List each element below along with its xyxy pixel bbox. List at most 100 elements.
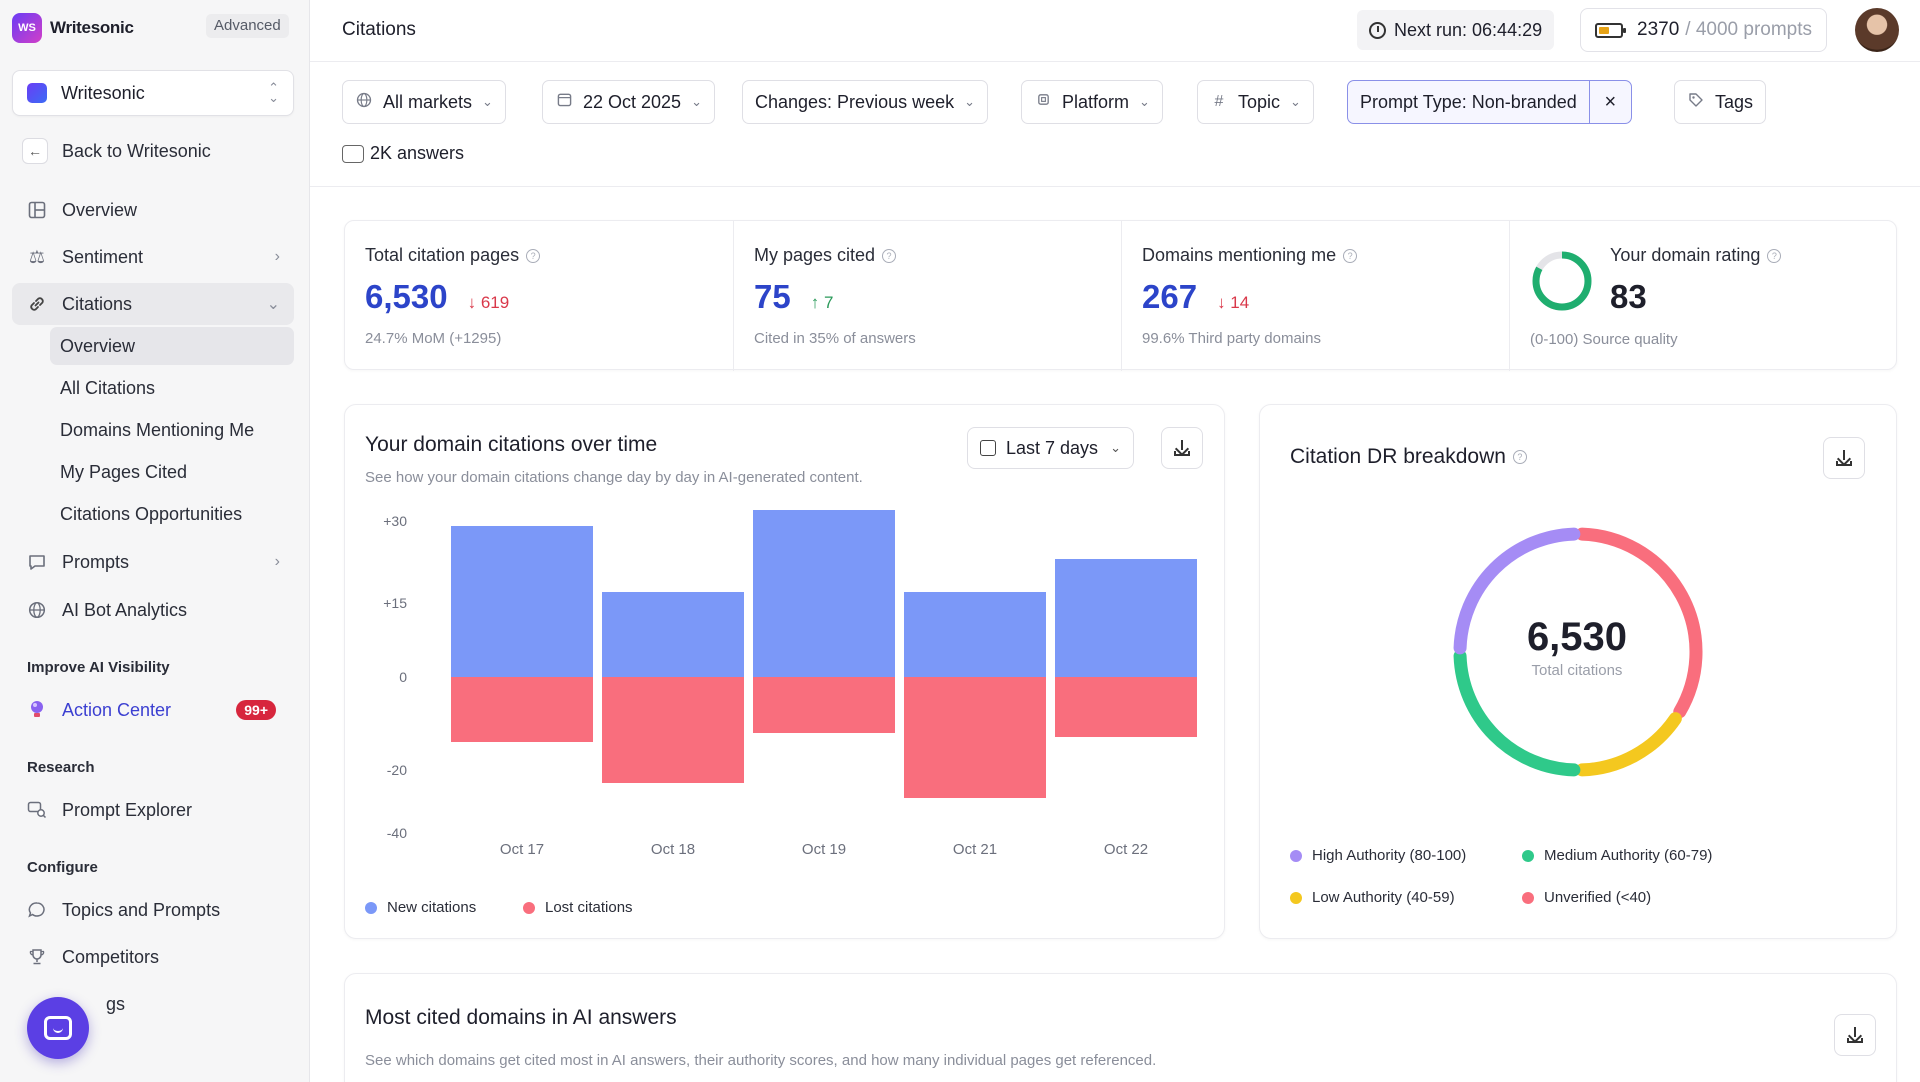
next-run-text: Next run: 06:44:29 bbox=[1394, 19, 1543, 40]
user-avatar[interactable] bbox=[1855, 8, 1899, 52]
chevron-down-icon: ⌄ bbox=[266, 296, 280, 313]
legend-label: Medium Authority (60-79) bbox=[1544, 847, 1713, 864]
legend-dot bbox=[1522, 849, 1534, 862]
layout-icon bbox=[26, 199, 48, 221]
download-button[interactable] bbox=[1823, 437, 1865, 479]
dr-legend-item: Unverified (<40) bbox=[1522, 889, 1651, 906]
donut-slice[interactable] bbox=[1575, 712, 1682, 777]
lightbulb-icon bbox=[26, 699, 48, 721]
y-tick-label: +15 bbox=[383, 595, 407, 611]
chevron-right-icon: › bbox=[274, 248, 280, 265]
dr-legend-item: High Authority (80-100) bbox=[1290, 847, 1466, 864]
sidebar-item-citations[interactable]: Citations ⌄ bbox=[12, 283, 294, 325]
date-filter[interactable]: 22 Oct 2025 ⌄ bbox=[542, 80, 715, 124]
download-button[interactable] bbox=[1161, 427, 1203, 469]
clock-icon bbox=[1369, 21, 1386, 39]
calendar-icon bbox=[980, 440, 996, 456]
domain-rating-arc bbox=[1532, 251, 1592, 311]
donut-slice[interactable] bbox=[1453, 649, 1581, 777]
kpi-subtext: 24.7% MoM (+1295) bbox=[365, 330, 502, 347]
x-tick-label: Oct 17 bbox=[499, 841, 545, 858]
sidebar-item-ai-bot-analytics[interactable]: AI Bot Analytics bbox=[12, 589, 294, 631]
topic-filter[interactable]: # Topic ⌄ bbox=[1197, 80, 1314, 124]
card-subtitle: See how your domain citations change day… bbox=[365, 469, 863, 486]
subnav-domains-mentioning-me[interactable]: Domains Mentioning Me bbox=[60, 419, 255, 440]
date-filter-label: 22 Oct 2025 bbox=[583, 91, 682, 112]
domain-rating-ring bbox=[1532, 251, 1592, 311]
bar-lost-citations[interactable] bbox=[753, 677, 895, 733]
notification-badge: 99+ bbox=[236, 700, 276, 720]
sidebar-item-topics-and-prompts[interactable]: Topics and Prompts bbox=[12, 889, 294, 931]
x-tick-label: Oct 18 bbox=[650, 841, 696, 858]
bar-lost-citations[interactable] bbox=[904, 677, 1046, 799]
message-square-icon bbox=[26, 551, 48, 573]
section-research: Research bbox=[27, 759, 95, 776]
legend-new-citations: New citations bbox=[365, 899, 476, 916]
legend-label: New citations bbox=[387, 899, 477, 916]
legend-dot bbox=[1290, 891, 1302, 904]
back-to-writesonic-link[interactable]: ← Back to Writesonic bbox=[12, 130, 294, 172]
chat-icon bbox=[44, 1016, 72, 1040]
kpi-label: Your domain rating bbox=[1610, 245, 1761, 265]
help-icon[interactable]: ? bbox=[1343, 248, 1358, 263]
bar-lost-citations[interactable] bbox=[602, 677, 744, 783]
prompts-used: 2370 bbox=[1637, 19, 1680, 40]
brand[interactable]: WS Writesonic bbox=[12, 12, 134, 44]
scale-icon: ⚖ bbox=[28, 246, 46, 267]
tags-filter-label: Tags bbox=[1715, 91, 1754, 112]
kpi-subtext: (0-100) Source quality bbox=[1530, 331, 1678, 348]
sidebar-item-label: gs bbox=[106, 993, 126, 1014]
chat-support-button[interactable] bbox=[27, 997, 89, 1059]
download-button[interactable] bbox=[1834, 1014, 1876, 1056]
help-icon[interactable]: ? bbox=[1512, 450, 1527, 464]
donut-slice[interactable] bbox=[1575, 527, 1703, 719]
date-range-dropdown[interactable]: Last 7 days ⌄ bbox=[967, 427, 1134, 469]
sidebar-item-label: Prompts bbox=[62, 551, 130, 572]
tags-filter[interactable]: Tags bbox=[1674, 80, 1767, 124]
prompt-type-filter[interactable]: Prompt Type: Non-branded × bbox=[1347, 80, 1632, 124]
bar-new-citations[interactable] bbox=[451, 526, 593, 677]
link-icon bbox=[26, 293, 48, 315]
bar-new-citations[interactable] bbox=[1055, 559, 1197, 677]
close-icon[interactable]: × bbox=[1588, 81, 1631, 123]
sidebar-item-settings[interactable]: gs bbox=[12, 983, 294, 1025]
prompt-usage-pill[interactable]: 2370 / 4000 prompts bbox=[1580, 8, 1828, 52]
top-bar: Citations Next run: 06:44:29 2370 / 4000… bbox=[310, 0, 1920, 62]
sidebar-item-action-center[interactable]: Action Center 99+ bbox=[12, 689, 294, 731]
bar-new-citations[interactable] bbox=[753, 510, 895, 677]
help-icon[interactable]: ? bbox=[1767, 248, 1782, 263]
markets-filter[interactable]: All markets ⌄ bbox=[342, 80, 506, 124]
subnav-all-citations[interactable]: All Citations bbox=[60, 377, 156, 398]
bar-new-citations[interactable] bbox=[602, 592, 744, 677]
y-tick-label: 0 bbox=[399, 669, 407, 685]
subnav-my-pages-cited[interactable]: My Pages Cited bbox=[60, 461, 188, 482]
chevron-down-icon: ⌄ bbox=[1290, 94, 1301, 109]
sidebar-item-label: Prompt Explorer bbox=[62, 799, 193, 820]
date-range-label: Last 7 days bbox=[1006, 437, 1099, 458]
subnav-citations-opportunities[interactable]: Citations Opportunities bbox=[60, 503, 243, 524]
kpi-value: 267 bbox=[1142, 278, 1198, 315]
chat-icon bbox=[342, 144, 364, 163]
card-title: Citation DR breakdown bbox=[1290, 445, 1506, 468]
subnav-citations-overview[interactable]: Overview bbox=[50, 327, 294, 365]
sidebar-item-overview[interactable]: Overview bbox=[12, 189, 294, 231]
sidebar-item-competitors[interactable]: Competitors bbox=[12, 936, 294, 978]
workspace-switcher[interactable]: Writesonic ⌃ ⌄ bbox=[12, 70, 294, 116]
sidebar-item-sentiment[interactable]: ⚖ Sentiment › bbox=[12, 236, 294, 278]
legend-lost-citations: Lost citations bbox=[523, 899, 633, 916]
help-icon[interactable]: ? bbox=[526, 248, 541, 263]
platform-filter[interactable]: Platform ⌄ bbox=[1021, 80, 1163, 124]
donut-slice[interactable] bbox=[1453, 527, 1581, 655]
sidebar-item-label: AI Bot Analytics bbox=[62, 599, 188, 620]
sidebar-item-prompts[interactable]: Prompts › bbox=[12, 541, 294, 583]
legend-dot bbox=[365, 901, 377, 914]
bar-lost-citations[interactable] bbox=[1055, 677, 1197, 738]
help-icon[interactable]: ? bbox=[882, 248, 897, 263]
bar-new-citations[interactable] bbox=[904, 592, 1046, 677]
legend-dot bbox=[1290, 849, 1302, 862]
bar-lost-citations[interactable] bbox=[451, 677, 593, 743]
sidebar-item-prompt-explorer[interactable]: Prompt Explorer bbox=[12, 789, 294, 831]
changes-filter[interactable]: Changes: Previous week ⌄ bbox=[742, 80, 989, 124]
legend-dot bbox=[523, 901, 535, 914]
globe-icon bbox=[355, 92, 373, 113]
